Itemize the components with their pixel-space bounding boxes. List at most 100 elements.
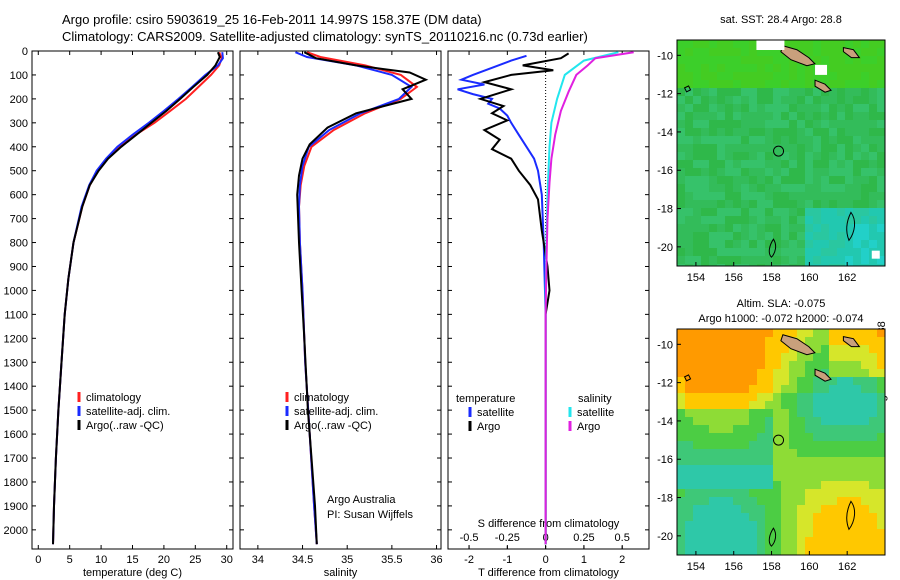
- map-cell: [757, 537, 765, 545]
- map-cell: [829, 40, 837, 48]
- map-cell: [861, 553, 869, 555]
- map-cell: [797, 457, 805, 465]
- map-cell: [861, 441, 869, 449]
- map-cell: [749, 481, 757, 489]
- map-cell: [869, 152, 877, 160]
- map-cell: [781, 529, 789, 537]
- map-cell: [805, 184, 813, 192]
- map-cell: [685, 369, 693, 377]
- map-cell: [805, 409, 813, 417]
- map-cell: [733, 473, 741, 481]
- map-cell: [861, 385, 869, 393]
- map-cell: [805, 505, 813, 513]
- map-cell: [693, 345, 701, 353]
- map-cell: [813, 481, 821, 489]
- map-cell: [853, 152, 861, 160]
- map-cell: [757, 96, 765, 104]
- map-cell: [709, 473, 717, 481]
- map-cell: [861, 465, 869, 473]
- map-cell: [709, 457, 717, 465]
- map-cell: [709, 417, 717, 425]
- map-cell: [877, 40, 885, 48]
- map-cell: [805, 401, 813, 409]
- map-cell: [877, 192, 885, 200]
- map-cell: [677, 385, 685, 393]
- map-cell: [757, 401, 765, 409]
- map-cell: [837, 224, 845, 232]
- map-cell: [837, 144, 845, 152]
- map-cell: [677, 393, 685, 401]
- map-cell: [781, 192, 789, 200]
- map-cell: [877, 345, 885, 353]
- map-cell: [725, 96, 733, 104]
- map-cell: [773, 256, 781, 264]
- map-cell: [829, 417, 837, 425]
- map-cell: [725, 184, 733, 192]
- map-cell: [757, 361, 765, 369]
- map-cell: [797, 361, 805, 369]
- map-cell: [821, 160, 829, 168]
- map-cell: [789, 377, 797, 385]
- map-cell: [701, 120, 709, 128]
- map-cell: [693, 144, 701, 152]
- map-cell: [861, 345, 869, 353]
- map-cell: [765, 232, 773, 240]
- map-cell: [701, 112, 709, 120]
- map-cell: [709, 184, 717, 192]
- map-cell: [693, 369, 701, 377]
- map-cell: [813, 224, 821, 232]
- map-cell: [837, 72, 845, 80]
- map-cell: [821, 385, 829, 393]
- map-cell: [821, 489, 829, 497]
- map-cell: [709, 80, 717, 88]
- map-cell: [805, 425, 813, 433]
- map-cell: [789, 40, 797, 48]
- map-cell: [757, 144, 765, 152]
- map-cell: [877, 256, 885, 264]
- map-cell: [805, 48, 813, 56]
- map-cell: [765, 481, 773, 489]
- map-cell: [701, 160, 709, 168]
- map-cell: [853, 120, 861, 128]
- map-cell: [717, 489, 725, 497]
- map-cell: [837, 256, 845, 264]
- map-cell: [869, 40, 877, 48]
- map-cell: [765, 361, 773, 369]
- map-cell: [709, 96, 717, 104]
- map-cell: [693, 417, 701, 425]
- map-cell: [685, 208, 693, 216]
- map-cell: [773, 489, 781, 497]
- map-cell: [685, 152, 693, 160]
- map-cell: [749, 80, 757, 88]
- map-cell: [693, 537, 701, 545]
- map-cell: [869, 232, 877, 240]
- map-cell: [693, 337, 701, 345]
- map-cell: [789, 240, 797, 248]
- map-cell: [741, 457, 749, 465]
- map-cell: [821, 232, 829, 240]
- map-cell: [869, 200, 877, 208]
- map-cell: [741, 401, 749, 409]
- map-cell: [709, 401, 717, 409]
- map-cell: [757, 256, 765, 264]
- map-cell: [781, 88, 789, 96]
- map-cell: [773, 545, 781, 553]
- map-cell: [821, 521, 829, 529]
- map-cell: [813, 112, 821, 120]
- map-cell: [765, 176, 773, 184]
- map-cell: [741, 48, 749, 56]
- map-cell: [845, 441, 853, 449]
- map-cell: [821, 56, 829, 64]
- map-cell: [765, 465, 773, 473]
- map-cell: [765, 72, 773, 80]
- map-cell: [797, 497, 805, 505]
- map-cell: [709, 409, 717, 417]
- map-cell: [789, 361, 797, 369]
- map-cell: [677, 256, 685, 264]
- map-cell: [829, 425, 837, 433]
- map-cell: [869, 96, 877, 104]
- map-cell: [781, 449, 789, 457]
- map-cell: [845, 112, 853, 120]
- map-cell: [701, 128, 709, 136]
- map-cell: [869, 144, 877, 152]
